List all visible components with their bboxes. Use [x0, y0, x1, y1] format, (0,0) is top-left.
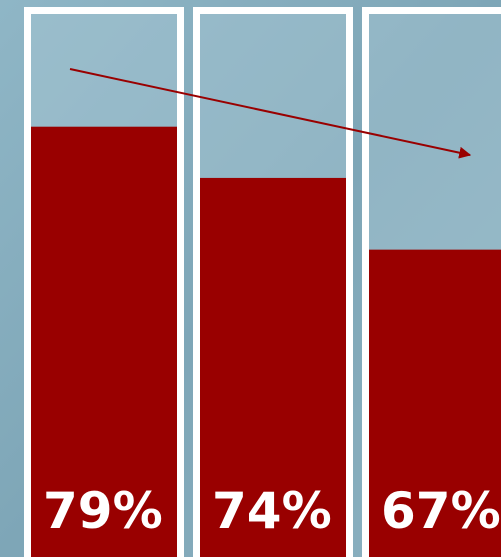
value-label: 79%: [43, 482, 163, 540]
bar-box-border: [24, 7, 184, 557]
bar: [200, 177, 346, 557]
value-label: 74%: [212, 482, 332, 540]
bar-box-border: [362, 7, 501, 557]
bars: 79% 74% 67%: [24, 7, 501, 557]
bar: [369, 249, 501, 557]
bar: [31, 126, 177, 557]
bar-box-border: [193, 7, 353, 557]
trend-arrow: [69, 68, 472, 159]
value-label: 67%: [381, 482, 501, 540]
